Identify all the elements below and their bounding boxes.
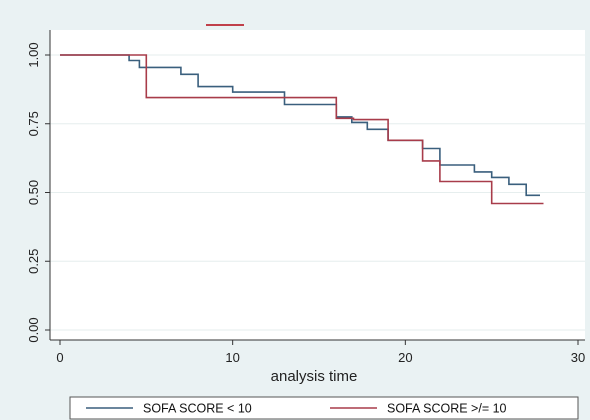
x-tick-label: 10 [225, 350, 239, 365]
legend: SOFA SCORE < 10 SOFA SCORE >/= 10 [70, 397, 578, 419]
y-tick-label: 0.25 [26, 249, 41, 274]
y-tick-label: 0.00 [26, 317, 41, 342]
y-tick-label: 0.50 [26, 180, 41, 205]
legend-label-sofa-10-or-more: SOFA SCORE >/= 10 [387, 402, 507, 416]
x-tick-label: 20 [398, 350, 412, 365]
x-tick-label: 30 [571, 350, 585, 365]
x-axis-title: analysis time [271, 368, 358, 385]
legend-label-sofa-below-10: SOFA SCORE < 10 [143, 402, 252, 416]
y-tick-label: 0.75 [26, 111, 41, 136]
y-tick-label: 1.00 [26, 42, 41, 67]
x-tick-label: 0 [56, 350, 63, 365]
plot-area [50, 30, 585, 340]
